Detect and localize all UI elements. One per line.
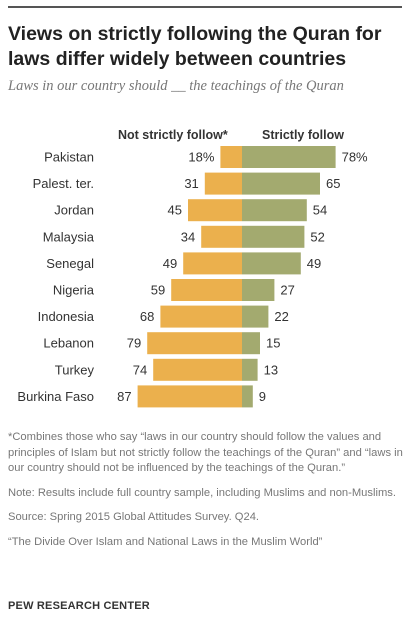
value-label-not-strict-9: 74 [133,362,147,377]
footnote: *Combines those who say “laws in our cou… [8,431,403,475]
category-label-8: Lebanon [43,336,94,351]
bar-strict-9 [242,358,258,381]
category-label-10: Burkina Faso [17,389,94,404]
bar-strict-10 [242,385,253,408]
value-label-strict-7: 22 [274,309,288,324]
bar-not-strict-7 [160,305,242,328]
category-label-5: Senegal [46,256,94,271]
bar-not-strict-3 [188,199,242,222]
organization-name: PEW RESEARCH CENTER [8,600,150,612]
value-label-not-strict-4: 34 [181,229,195,244]
bar-not-strict-8 [147,332,242,355]
value-label-strict-4: 52 [310,229,324,244]
value-label-strict-5: 49 [307,256,321,271]
notes-block: *Combines those who say “laws in our cou… [8,430,404,560]
value-label-not-strict-6: 59 [151,283,165,298]
diverging-bar-chart: Pakistan 18% 78% Palest. ter. 31 65 Jordan 45 54… [17,146,368,408]
legend-not-strict: Not strictly follow* [118,128,228,142]
bar-strict-6 [242,279,275,301]
value-label-strict-2: 65 [326,176,340,191]
bar-strict-7 [242,305,269,328]
chart-title: Views on strictly following the Quran fo… [8,23,382,70]
value-label-not-strict-7: 68 [140,309,154,324]
bar-not-strict-10 [137,385,242,408]
bar-strict-4 [242,225,305,248]
bar-strict-5 [242,252,301,275]
value-label-strict-3: 54 [313,203,327,218]
value-label-not-strict-10: 87 [117,389,131,404]
value-label-not-strict-2: 31 [184,176,198,191]
bar-not-strict-2 [204,172,242,195]
category-label-3: Jordan [54,203,94,218]
category-label-4: Malaysia [43,229,95,244]
category-label-1: Pakistan [44,150,94,165]
bar-not-strict-1 [220,146,242,168]
category-label-6: Nigeria [53,283,95,298]
category-label-2: Palest. ter. [33,176,94,191]
value-label-strict-10: 9 [259,389,266,404]
note: Note: Results include full country sampl… [8,486,396,499]
bar-not-strict-4 [201,225,242,248]
source: Source: Spring 2015 Global Attitudes Sur… [8,511,260,524]
bar-not-strict-5 [183,252,242,275]
value-label-not-strict-8: 79 [127,336,141,351]
value-label-strict-1: 78% [342,150,368,165]
report-title: “The Divide Over Islam and National Laws… [8,535,323,548]
category-label-7: Indonesia [38,309,95,324]
bar-strict-3 [242,199,307,222]
value-label-not-strict-3: 45 [168,203,182,218]
bar-strict-2 [242,172,320,195]
value-label-strict-9: 13 [264,362,278,377]
value-label-strict-8: 15 [266,336,280,351]
value-label-not-strict-1: 18% [188,150,214,165]
value-label-not-strict-5: 49 [163,256,177,271]
value-label-strict-6: 27 [280,283,294,298]
bar-strict-8 [242,332,260,355]
bar-strict-1 [242,146,336,168]
chart-subtitle: Laws in our country should __ the teachi… [8,78,344,94]
bar-not-strict-9 [153,358,242,381]
bar-not-strict-6 [171,279,242,301]
top-rule [8,6,402,8]
legend-strict: Strictly follow [262,128,344,142]
category-label-9: Turkey [55,362,95,377]
